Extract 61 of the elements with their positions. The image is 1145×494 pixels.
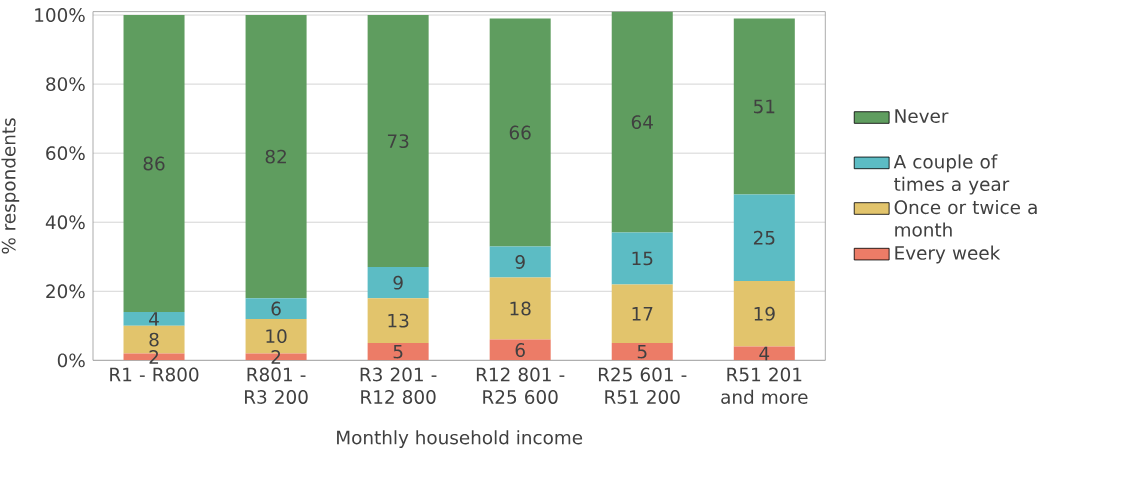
x-tick-label: R51 201 and more: [721, 367, 808, 404]
legend-label: Every week: [895, 245, 1001, 264]
data-label: 9: [515, 254, 525, 269]
data-label: 6: [271, 301, 281, 316]
legend-label: A couple of times a year: [893, 154, 1010, 195]
bar: [733, 194, 795, 281]
data-label: 73: [387, 134, 409, 149]
y-tick-label: 0%: [57, 353, 85, 368]
data-label: 5: [637, 344, 647, 359]
bar: [367, 267, 429, 299]
data-label: 5: [393, 344, 403, 359]
bar: [123, 15, 185, 312]
bar: [123, 312, 185, 326]
x-tick-label: R25 601 - R51 200: [598, 367, 687, 404]
x-tick-label: R12 801 - R25 600: [476, 367, 565, 404]
data-label: 6: [515, 343, 525, 357]
y-tick-label: 100%: [35, 8, 85, 23]
y-tick-label: 40%: [45, 215, 85, 230]
data-label: 51: [754, 99, 775, 114]
data-label: 9: [393, 275, 403, 290]
bar: [489, 246, 551, 278]
data-label: 2: [271, 350, 281, 364]
bar: [489, 18, 551, 247]
data-label: 13: [388, 313, 409, 328]
bar: [733, 280, 795, 347]
bar: [245, 15, 307, 299]
bar: [611, 343, 673, 361]
data-label: 10: [266, 329, 287, 344]
y-tick-label: 80%: [46, 77, 85, 92]
data-label: 8: [149, 332, 159, 347]
bar: [245, 298, 307, 319]
data-label: 17: [632, 307, 653, 321]
x-tick-label: R1 - R800: [110, 367, 199, 382]
x-tick-label: R3 201 - R12 800: [360, 367, 437, 404]
data-label: 2: [149, 350, 159, 364]
data-label: 86: [143, 156, 165, 171]
bar: [367, 298, 429, 344]
bar: [489, 339, 551, 361]
data-label: 82: [265, 149, 286, 164]
bar: [367, 343, 429, 361]
data-label: 4: [149, 312, 159, 326]
data-label: 25: [753, 230, 775, 245]
data-label: 18: [510, 301, 531, 316]
bar: [367, 15, 429, 268]
data-label: 19: [754, 306, 775, 321]
y-tick-label: 60%: [46, 146, 85, 161]
data-label: 4: [759, 346, 770, 361]
y-tick-label: 20%: [46, 284, 85, 299]
bar: [489, 277, 551, 340]
bar: [733, 18, 795, 195]
bar: [611, 284, 673, 344]
legend-label: Never: [895, 109, 949, 123]
x-tick-label: R801 - R3 200: [245, 367, 308, 404]
y-axis-title: % respondents: [1, 118, 20, 254]
bar: [611, 11, 673, 233]
legend-label: Once or twice a month: [894, 199, 1037, 237]
data-label: 64: [631, 115, 653, 130]
data-label: 15: [632, 251, 653, 266]
data-label: 66: [509, 125, 531, 140]
x-axis-title: Monthly household income: [337, 430, 583, 448]
bar: [611, 232, 673, 285]
